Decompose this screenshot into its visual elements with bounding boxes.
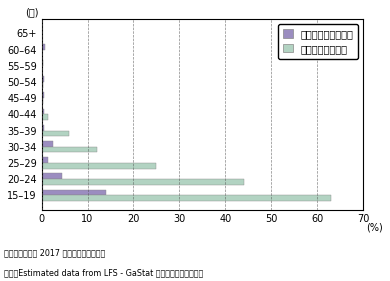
Bar	[42, 82, 43, 88]
Bar	[42, 92, 44, 98]
Bar	[42, 125, 44, 130]
Bar	[42, 141, 53, 147]
Bar	[42, 66, 43, 71]
Bar	[42, 98, 43, 104]
Legend: 非サウジアラビア人, サウジアラビア人: 非サウジアラビア人, サウジアラビア人	[278, 24, 358, 58]
Bar	[42, 130, 69, 136]
Bar	[42, 114, 48, 120]
Bar	[42, 190, 106, 195]
Bar	[42, 44, 45, 50]
Text: (%): (%)	[367, 223, 383, 233]
Text: 備考：データは 2017 年第３四半期の値。: 備考：データは 2017 年第３四半期の値。	[4, 249, 105, 258]
Bar	[42, 163, 156, 169]
Bar	[42, 147, 97, 152]
Bar	[42, 60, 43, 66]
Text: (歳): (歳)	[25, 7, 38, 17]
Text: 資料：Estimated data from LFS - GaStat から経済産業省作成。: 資料：Estimated data from LFS - GaStat から経済…	[4, 268, 203, 277]
Bar	[42, 50, 43, 55]
Bar	[42, 195, 331, 201]
Bar	[42, 109, 44, 114]
Bar	[42, 173, 62, 179]
Bar	[42, 179, 244, 185]
Bar	[42, 76, 44, 82]
Bar	[42, 157, 48, 163]
